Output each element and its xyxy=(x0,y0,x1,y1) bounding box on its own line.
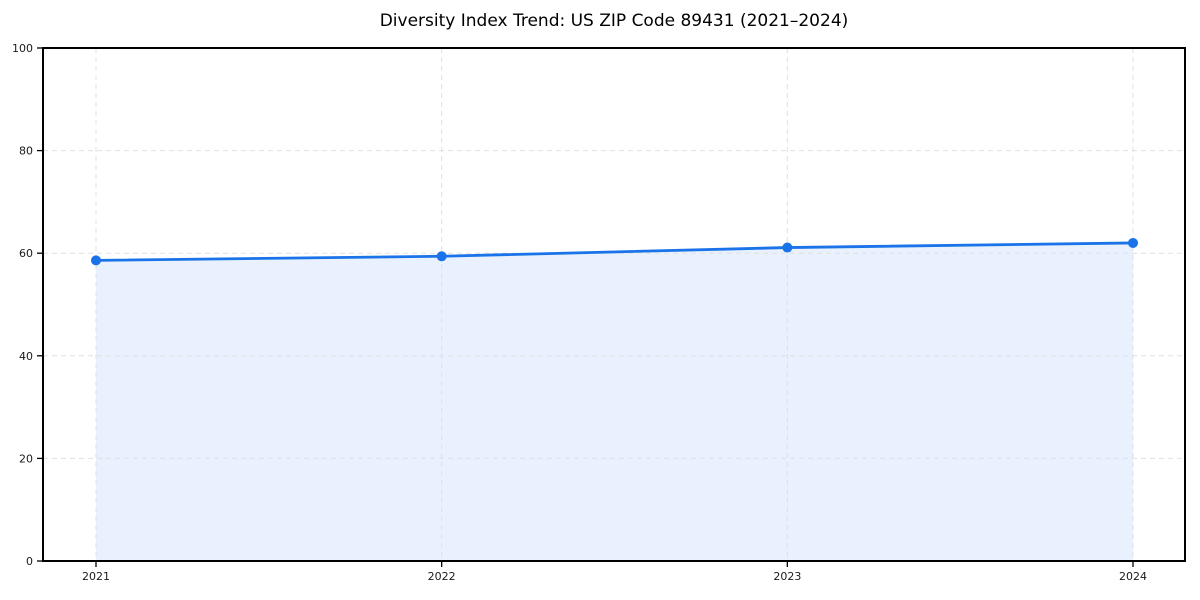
data-point xyxy=(91,255,101,266)
x-tick-label: 2022 xyxy=(428,570,456,583)
area-fill xyxy=(96,242,1133,561)
data-point xyxy=(782,242,793,253)
chart-title: Diversity Index Trend: US ZIP Code 89431… xyxy=(379,11,849,31)
plot-border xyxy=(42,47,1186,562)
y-tick-label: 100 xyxy=(12,42,33,55)
x-tick-label: 2023 xyxy=(773,570,801,583)
trend-line xyxy=(94,241,1135,262)
y-tick-label: 40 xyxy=(19,350,33,363)
data-point xyxy=(436,251,447,262)
y-tick-label: 0 xyxy=(26,555,33,568)
y-tick-label: 20 xyxy=(19,452,33,465)
y-tick-label: 80 xyxy=(19,145,33,158)
y-tick-label: 60 xyxy=(19,247,33,260)
x-tick-label: 2024 xyxy=(1119,570,1147,583)
data-point xyxy=(1128,237,1138,248)
x-tick-label: 2021 xyxy=(82,570,110,583)
